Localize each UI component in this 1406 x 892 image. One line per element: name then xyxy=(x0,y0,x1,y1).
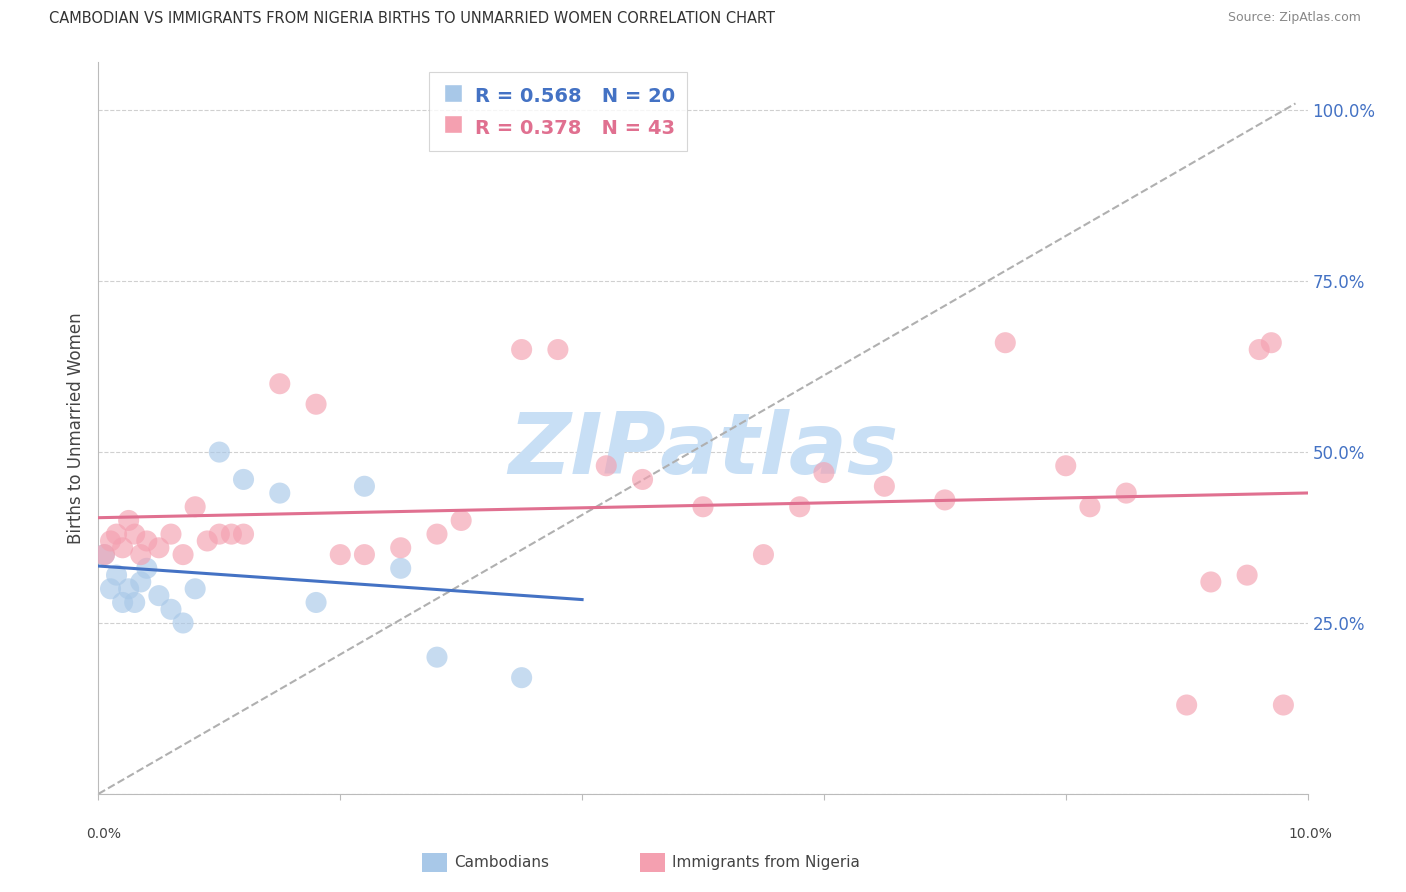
Point xyxy=(329,548,352,562)
Point xyxy=(105,568,128,582)
Point xyxy=(692,500,714,514)
Point xyxy=(994,335,1017,350)
Point xyxy=(118,582,141,596)
Point xyxy=(631,472,654,486)
Text: CAMBODIAN VS IMMIGRANTS FROM NIGERIA BIRTHS TO UNMARRIED WOMEN CORRELATION CHART: CAMBODIAN VS IMMIGRANTS FROM NIGERIA BIR… xyxy=(49,11,775,26)
Point xyxy=(269,486,291,500)
Point xyxy=(1272,698,1295,712)
Text: Cambodians: Cambodians xyxy=(454,855,550,870)
Point xyxy=(208,527,231,541)
Point xyxy=(93,548,115,562)
Point xyxy=(111,595,134,609)
Point xyxy=(100,533,122,548)
Point xyxy=(232,472,254,486)
Point xyxy=(1249,343,1271,357)
Point xyxy=(172,548,194,562)
Point xyxy=(129,574,152,589)
Point xyxy=(426,650,449,665)
Point xyxy=(184,582,207,596)
Point xyxy=(269,376,291,391)
Point xyxy=(1078,500,1101,514)
Text: ZIPatlas: ZIPatlas xyxy=(508,409,898,491)
Point xyxy=(148,589,170,603)
Point xyxy=(135,561,157,575)
Point xyxy=(105,527,128,541)
Point xyxy=(160,602,183,616)
Legend: R = 0.568   N = 20, R = 0.378   N = 43: R = 0.568 N = 20, R = 0.378 N = 43 xyxy=(429,72,688,151)
Point xyxy=(111,541,134,555)
Text: Immigrants from Nigeria: Immigrants from Nigeria xyxy=(672,855,860,870)
Point xyxy=(93,548,115,562)
Point xyxy=(148,541,170,555)
Point xyxy=(426,527,449,541)
Point xyxy=(510,343,533,357)
Point xyxy=(389,561,412,575)
Point xyxy=(450,513,472,527)
Point xyxy=(305,397,328,411)
Point xyxy=(118,513,141,527)
Point xyxy=(129,548,152,562)
Point xyxy=(1054,458,1077,473)
Point xyxy=(934,492,956,507)
Text: 0.0%: 0.0% xyxy=(87,827,121,841)
Point xyxy=(1175,698,1198,712)
Point xyxy=(221,527,243,541)
Point xyxy=(100,582,122,596)
Point xyxy=(595,458,617,473)
Point xyxy=(208,445,231,459)
Point xyxy=(184,500,207,514)
Point xyxy=(873,479,896,493)
Point xyxy=(195,533,218,548)
Point xyxy=(1260,335,1282,350)
Point xyxy=(752,548,775,562)
Point xyxy=(305,595,328,609)
Point xyxy=(1115,486,1137,500)
Point xyxy=(1199,574,1222,589)
Point xyxy=(135,533,157,548)
Text: Source: ZipAtlas.com: Source: ZipAtlas.com xyxy=(1227,11,1361,24)
Text: 10.0%: 10.0% xyxy=(1288,827,1333,841)
Point xyxy=(813,466,835,480)
Point xyxy=(1236,568,1258,582)
Point xyxy=(389,541,412,555)
Point xyxy=(547,343,569,357)
Point xyxy=(160,527,183,541)
Point xyxy=(124,595,146,609)
Point xyxy=(124,527,146,541)
Point xyxy=(172,615,194,630)
Point xyxy=(232,527,254,541)
Point xyxy=(353,548,375,562)
Point xyxy=(510,671,533,685)
Point xyxy=(789,500,811,514)
Y-axis label: Births to Unmarried Women: Births to Unmarried Women xyxy=(67,312,86,544)
Point xyxy=(353,479,375,493)
